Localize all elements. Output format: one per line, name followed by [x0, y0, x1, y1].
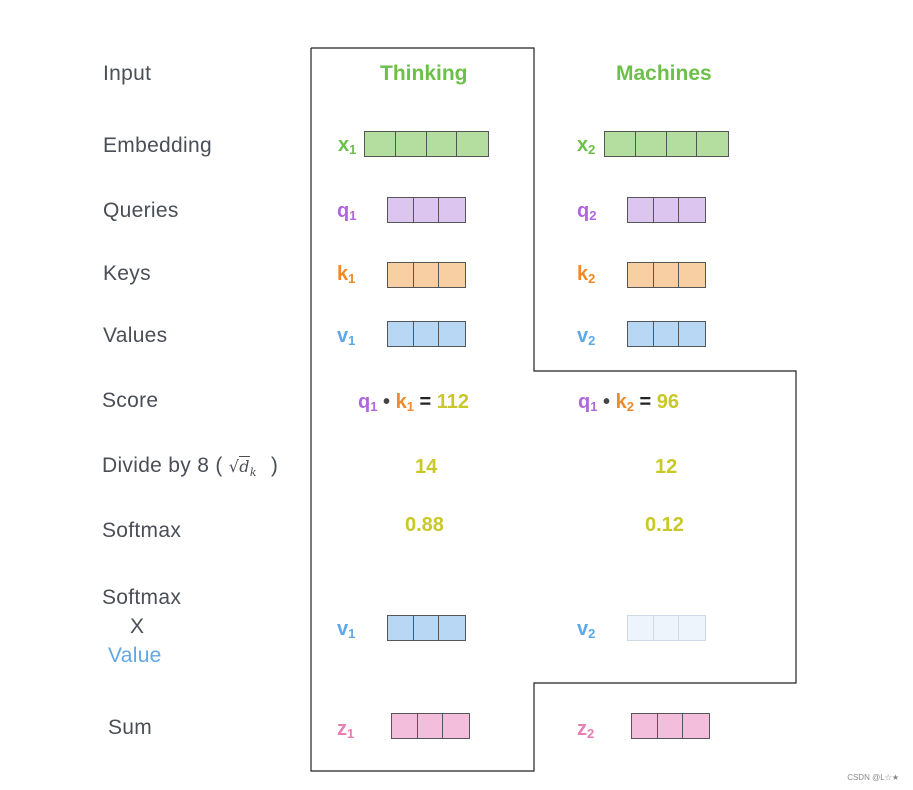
label-softmax: Softmax — [102, 519, 182, 542]
score-1-value: 112 — [436, 391, 470, 413]
q1-label: q1 — [337, 200, 357, 223]
weighted-v1-vector — [387, 615, 466, 641]
label-values: Values — [103, 324, 168, 347]
z2-label: z2 — [577, 718, 595, 741]
softmax-1-value: 0.88 — [405, 514, 444, 536]
x1-vector — [364, 131, 489, 157]
divide-prefix: Divide by 8 ( — [102, 454, 223, 477]
v2-label: v2 — [577, 325, 596, 348]
label-softmax-2: Softmax — [102, 586, 182, 609]
x2-label: x2 — [577, 134, 596, 157]
label-embedding: Embedding — [103, 134, 212, 157]
sqrt-dk-formula: √dk — [228, 456, 257, 480]
q2-vector — [627, 197, 706, 223]
thinking-column-outline — [310, 47, 797, 772]
k1-vector — [387, 262, 466, 288]
label-score: Score — [102, 389, 159, 412]
watermark: CSDN @L☆★ — [847, 773, 899, 782]
score-1-expression: q1 • k1 = 112 — [358, 391, 470, 414]
x2-vector — [604, 131, 729, 157]
label-value: Value — [108, 644, 162, 667]
k2-label: k2 — [577, 263, 596, 286]
label-sum: Sum — [108, 716, 153, 739]
q1-vector — [387, 197, 466, 223]
sqrt-var: d — [239, 456, 250, 476]
label-input: Input — [103, 62, 152, 85]
word-thinking: Thinking — [380, 62, 468, 85]
k1-label: k1 — [337, 263, 356, 286]
x1-label: x1 — [338, 134, 357, 157]
k2-vector — [627, 262, 706, 288]
divided-1-value: 14 — [415, 456, 438, 478]
v1-vector — [387, 321, 466, 347]
label-divide: Divide by 8 ( √dk ) — [102, 454, 278, 479]
softmax-2-value: 0.12 — [645, 514, 684, 536]
score-2-value: 96 — [656, 391, 680, 413]
weighted-v2-label: v2 — [577, 618, 596, 641]
divided-2-value: 12 — [655, 456, 678, 478]
sqrt-sub: k — [249, 466, 257, 480]
score-2-expression: q1 • k2 = 96 — [578, 391, 680, 414]
weighted-v2-vector — [627, 615, 706, 641]
label-queries: Queries — [103, 199, 179, 222]
divide-suffix: ) — [270, 454, 279, 477]
v2-vector — [627, 321, 706, 347]
z1-label: z1 — [337, 718, 355, 741]
z1-vector — [391, 713, 470, 739]
label-keys: Keys — [103, 262, 151, 285]
v1-label: v1 — [337, 325, 356, 348]
word-machines: Machines — [616, 62, 712, 85]
q2-label: q2 — [577, 200, 597, 223]
sqrt-symbol: √ — [228, 457, 240, 476]
label-times: X — [130, 615, 145, 638]
weighted-v1-label: v1 — [337, 618, 356, 641]
z2-vector — [631, 713, 710, 739]
